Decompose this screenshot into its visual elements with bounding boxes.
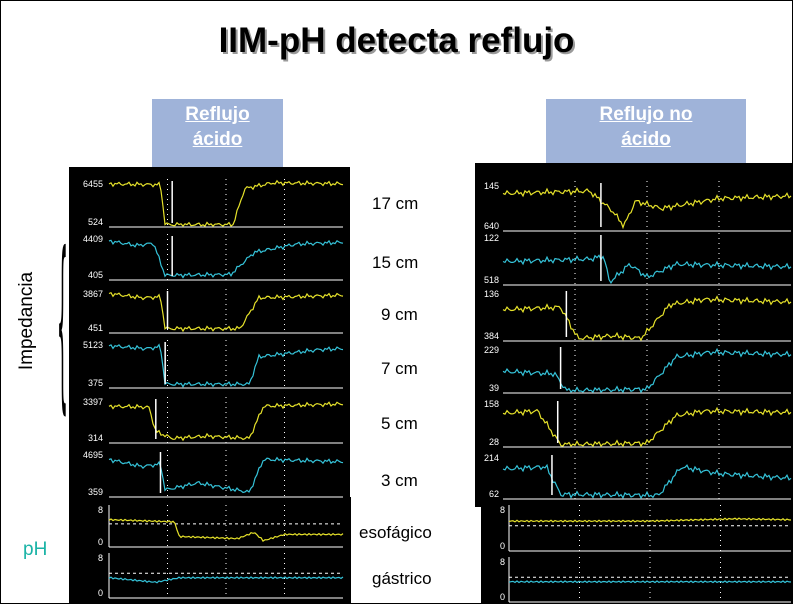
left-trace-3 xyxy=(108,343,344,388)
right-trace-3 xyxy=(502,347,792,394)
left-trace-0 xyxy=(108,179,344,227)
left-tick-min-4: 314 xyxy=(88,433,103,443)
header-acid-reflux: Reflujo ácido xyxy=(152,99,283,168)
left-tick-min-5: 359 xyxy=(88,487,103,497)
left-trace-5 xyxy=(108,456,344,494)
header-nonacid-line1: Reflujo no xyxy=(599,104,693,125)
impedance-brace: { xyxy=(57,221,68,441)
right-trace-1 xyxy=(502,254,792,285)
left-tick-max-3: 5123 xyxy=(83,340,103,350)
right-tick-min-0: 640 xyxy=(484,221,499,231)
traces xyxy=(108,179,792,584)
right-tick-max-1: 122 xyxy=(484,233,499,243)
right-tick-min-2: 384 xyxy=(484,331,499,341)
left-tick-max-1: 4409 xyxy=(83,234,103,244)
right-tick-max-2: 136 xyxy=(484,289,499,299)
header-acid-line1: Reflujo xyxy=(185,104,250,125)
left-trace-4 xyxy=(108,401,344,442)
left-tick-min-1: 405 xyxy=(88,270,103,280)
ph-label: pH xyxy=(23,539,48,560)
channel-label-7cm: 7 cm xyxy=(381,359,418,378)
ph-label-esophageal: esofágico xyxy=(359,523,432,542)
left-ph-tick-max-0: 8 xyxy=(98,505,103,515)
right-ph-tick-min-0: 0 xyxy=(500,541,505,551)
right-tick-max-0: 145 xyxy=(484,181,499,191)
right-tick-max-5: 214 xyxy=(484,453,499,463)
left-tick-max-2: 3867 xyxy=(83,289,103,299)
left-ph-trace-0 xyxy=(108,518,344,542)
header-nonacid-line2: ácido xyxy=(621,129,671,150)
right-trace-0 xyxy=(502,187,792,230)
right-ph-trace-1 xyxy=(508,580,792,584)
left-ph-trace-1 xyxy=(108,576,344,584)
left-tick-min-0: 524 xyxy=(88,217,103,227)
right-tick-max-3: 229 xyxy=(484,345,499,355)
plot-gridlines xyxy=(108,179,791,603)
right-tick-min-1: 518 xyxy=(484,275,499,285)
left-tick-max-0: 6455 xyxy=(83,179,103,189)
right-tick-min-5: 62 xyxy=(489,489,499,499)
left-ph-tick-min-0: 0 xyxy=(98,537,103,547)
left-ph-bg xyxy=(69,497,351,603)
right-tick-max-4: 158 xyxy=(484,399,499,409)
left-ph-tick-min-1: 0 xyxy=(98,588,103,598)
right-trace-4 xyxy=(502,406,792,448)
left-trace-1 xyxy=(108,239,344,279)
right-ph-tick-min-1: 0 xyxy=(500,592,505,602)
right-trace-5 xyxy=(502,463,792,500)
ph-label-gastric: gástrico xyxy=(372,569,432,588)
channel-label-5cm: 5 cm xyxy=(381,414,418,433)
right-trace-2 xyxy=(502,295,792,342)
right-ph-tick-max-0: 8 xyxy=(500,505,505,515)
slide-title: IIM-pH detecta reflujo xyxy=(218,21,575,60)
right-tick-min-3: 39 xyxy=(489,383,499,393)
right-tick-min-4: 28 xyxy=(489,437,499,447)
channel-label-3cm: 3 cm xyxy=(381,471,418,490)
channel-label-9cm: 9 cm xyxy=(381,305,418,324)
right-ph-trace-0 xyxy=(508,517,792,523)
left-tick-min-3: 375 xyxy=(88,378,103,388)
left-tick-max-5: 4695 xyxy=(83,450,103,460)
header-acid-line2: ácido xyxy=(192,129,243,150)
right-ph-tick-max-1: 8 xyxy=(500,557,505,567)
right-impedance-bg xyxy=(475,163,792,507)
header-nonacid-reflux: Reflujo no ácido xyxy=(546,99,746,168)
left-ph-tick-max-1: 8 xyxy=(98,553,103,563)
channel-label-15cm: 15 cm xyxy=(372,253,419,272)
tick-labels: 6455 524 4409 405 3867 451 5123 375 3397 314 4695 3… xyxy=(83,179,505,602)
left-impedance-bg xyxy=(69,167,350,507)
channel-label-17cm: 17 cm xyxy=(372,194,419,213)
left-tick-max-4: 3397 xyxy=(83,397,103,407)
left-trace-2 xyxy=(108,291,344,333)
left-tick-min-2: 451 xyxy=(88,323,103,333)
